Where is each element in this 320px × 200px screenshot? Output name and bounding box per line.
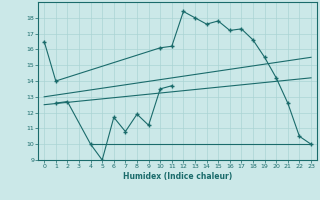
X-axis label: Humidex (Indice chaleur): Humidex (Indice chaleur)	[123, 172, 232, 181]
